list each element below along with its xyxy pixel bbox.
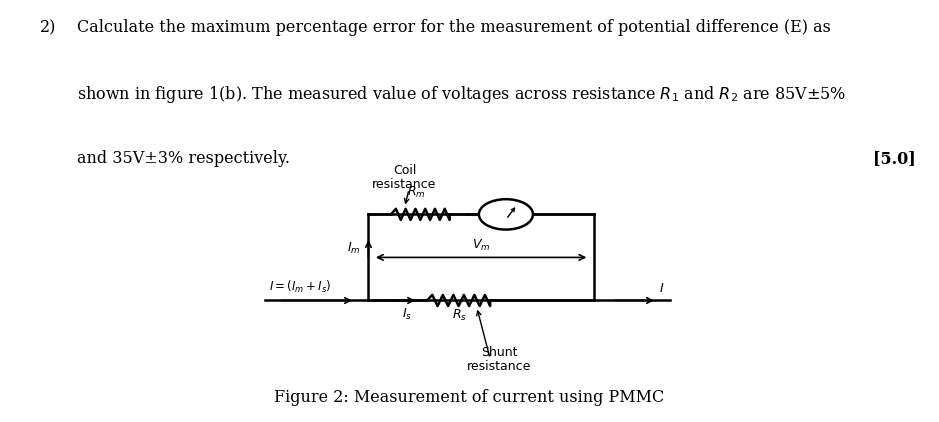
Text: $I_m$: $I_m$ bbox=[346, 241, 361, 256]
Text: shown in figure 1(b). The measured value of voltages across resistance $R_1$ and: shown in figure 1(b). The measured value… bbox=[77, 84, 846, 106]
Text: 2): 2) bbox=[39, 19, 55, 36]
Text: $R_m$: $R_m$ bbox=[407, 185, 425, 200]
Text: resistance: resistance bbox=[373, 178, 437, 191]
Text: Figure 2: Measurement of current using PMMC: Figure 2: Measurement of current using P… bbox=[274, 389, 665, 406]
Text: $I$: $I$ bbox=[659, 282, 664, 295]
Text: $V_m$: $V_m$ bbox=[472, 238, 490, 253]
Circle shape bbox=[479, 199, 533, 230]
Text: $R_s$: $R_s$ bbox=[452, 308, 467, 323]
Text: resistance: resistance bbox=[467, 360, 531, 373]
Text: and 35V±3% respectively.: and 35V±3% respectively. bbox=[77, 150, 290, 167]
Text: $I = (I_m + I_s)$: $I = (I_m + I_s)$ bbox=[269, 279, 331, 295]
Text: Coil: Coil bbox=[393, 164, 416, 177]
Text: Calculate the maximum percentage error for the measurement of potential differen: Calculate the maximum percentage error f… bbox=[77, 19, 831, 36]
Text: Shunt: Shunt bbox=[481, 346, 517, 359]
Text: $I_s$: $I_s$ bbox=[402, 307, 412, 322]
Text: [5.0]: [5.0] bbox=[872, 150, 916, 167]
